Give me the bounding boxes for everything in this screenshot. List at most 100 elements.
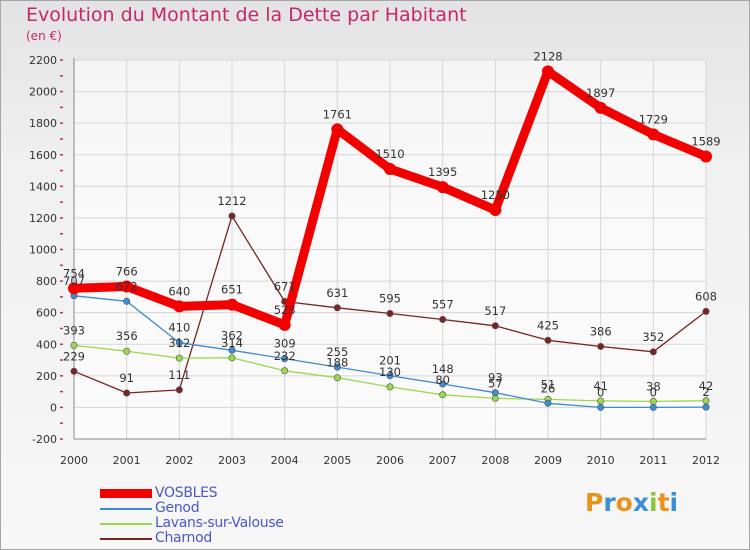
logo-letter: t xyxy=(657,488,670,517)
data-point-charnod xyxy=(386,309,394,317)
data-label-genod: 362 xyxy=(221,328,243,342)
data-point-genod xyxy=(281,355,289,363)
data-label-vosbles: 1510 xyxy=(375,147,404,161)
data-point-vosbles xyxy=(68,282,80,295)
data-point-charnod xyxy=(649,348,657,356)
y-tick-label: -200 xyxy=(32,433,57,446)
x-tick-label: 2000 xyxy=(60,454,88,467)
data-point-genod xyxy=(123,297,131,305)
data-point-lavans-sur-valouse xyxy=(123,347,131,355)
x-tick-label: 2004 xyxy=(271,454,299,467)
data-point-charnod xyxy=(702,307,710,315)
legend-label-charnod: Charnod xyxy=(155,530,212,546)
x-tick-label: 2001 xyxy=(113,454,141,467)
data-label-lavans-sur-valouse: 314 xyxy=(221,336,243,350)
data-point-genod xyxy=(649,403,657,411)
data-point-genod xyxy=(702,403,710,411)
x-tick-label: 2009 xyxy=(534,454,562,467)
data-label-genod: 148 xyxy=(432,362,454,376)
legend-swatch-charnod xyxy=(100,538,152,540)
data-point-charnod xyxy=(597,342,605,350)
y-tick-label: 0 xyxy=(50,401,57,414)
data-label-lavans-sur-valouse: 38 xyxy=(646,379,661,393)
data-label-lavans-sur-valouse: 393 xyxy=(63,323,85,337)
data-label-lavans-sur-valouse: 41 xyxy=(593,379,608,393)
data-point-vosbles xyxy=(700,150,712,163)
data-label-lavans-sur-valouse: 42 xyxy=(699,379,714,393)
data-label-lavans-sur-valouse: 57 xyxy=(488,376,503,390)
x-tick-label: 2012 xyxy=(692,454,720,467)
data-label-genod: 410 xyxy=(168,321,190,335)
data-label-genod: 255 xyxy=(326,345,348,359)
data-label-charnod: 91 xyxy=(119,371,134,385)
x-tick-label: 2011 xyxy=(639,454,667,467)
data-label-vosbles: 1729 xyxy=(639,112,668,126)
data-point-vosbles xyxy=(331,123,344,136)
data-point-charnod xyxy=(439,315,447,323)
data-point-charnod xyxy=(544,336,552,344)
legend-swatch-genod xyxy=(100,508,152,510)
data-point-vosbles xyxy=(647,128,660,141)
data-point-genod xyxy=(597,403,605,411)
data-label-lavans-sur-valouse: 130 xyxy=(379,365,401,379)
data-label-genod: 309 xyxy=(274,337,296,351)
data-label-charnod: 608 xyxy=(695,289,717,303)
data-label-vosbles: 1250 xyxy=(481,188,510,202)
data-label-genod: 201 xyxy=(379,354,401,368)
legend-label-vosbles: VOSBLES xyxy=(155,485,218,501)
data-point-lavans-sur-valouse xyxy=(228,354,236,362)
chart-title: Evolution du Montant de la Dette par Hab… xyxy=(26,4,467,26)
y-tick-label: 200 xyxy=(36,370,57,383)
data-point-vosbles xyxy=(436,181,449,194)
legend-swatch-vosbles xyxy=(100,489,152,498)
x-tick-label: 2002 xyxy=(165,454,193,467)
data-label-charnod: 425 xyxy=(537,318,559,332)
data-label-charnod: 1212 xyxy=(217,194,246,208)
data-point-vosbles xyxy=(120,280,133,293)
y-tick-label: 1000 xyxy=(29,244,57,257)
y-tick-label: 1200 xyxy=(29,212,57,225)
data-point-lavans-sur-valouse xyxy=(175,354,183,362)
y-tick-label: 600 xyxy=(36,307,57,320)
data-label-vosbles: 2128 xyxy=(533,49,562,63)
data-point-genod xyxy=(228,346,236,354)
logo-letter: i xyxy=(669,488,679,517)
data-label-lavans-sur-valouse: 312 xyxy=(168,336,190,350)
data-label-lavans-sur-valouse: 51 xyxy=(541,377,556,391)
data-label-vosbles: 651 xyxy=(221,283,243,297)
data-label-vosbles: 1761 xyxy=(323,107,352,121)
data-point-lavans-sur-valouse xyxy=(439,391,447,399)
data-label-charnod: 595 xyxy=(379,291,401,305)
data-label-vosbles: 1897 xyxy=(586,86,615,100)
legend-swatch-lavans xyxy=(100,523,152,525)
data-label-vosbles: 1395 xyxy=(428,165,457,179)
data-label-genod: 707 xyxy=(63,274,85,288)
x-tick-label: 2010 xyxy=(587,454,615,467)
data-point-genod xyxy=(544,399,552,407)
proxiti-logo: Proxiti xyxy=(585,488,678,517)
data-point-charnod xyxy=(123,389,131,397)
y-tick-label: 1400 xyxy=(29,180,57,193)
logo-letter: o xyxy=(615,488,633,517)
data-point-vosbles xyxy=(278,318,291,331)
data-label-vosbles: 1589 xyxy=(691,134,720,148)
data-point-vosbles xyxy=(173,300,186,313)
data-point-vosbles xyxy=(542,65,554,78)
data-label-vosbles: 766 xyxy=(116,264,138,278)
y-tick-label: 1600 xyxy=(29,149,57,162)
data-point-lavans-sur-valouse xyxy=(281,367,289,375)
legend-label-genod: Genod xyxy=(155,500,200,516)
data-point-charnod xyxy=(491,322,499,330)
data-label-charnod: 229 xyxy=(63,349,85,363)
data-label-vosbles: 754 xyxy=(63,266,85,280)
data-label-vosbles: 523 xyxy=(274,303,296,317)
data-label-vosbles: 640 xyxy=(168,284,190,298)
data-point-genod xyxy=(175,339,183,347)
data-label-genod: 0 xyxy=(597,385,604,399)
data-point-vosbles xyxy=(594,101,607,114)
chart-subtitle: (en €) xyxy=(26,29,62,43)
logo-letter: r xyxy=(603,488,616,517)
logo-letter: i xyxy=(649,488,658,517)
data-point-vosbles xyxy=(489,204,502,217)
data-point-charnod xyxy=(70,367,78,375)
